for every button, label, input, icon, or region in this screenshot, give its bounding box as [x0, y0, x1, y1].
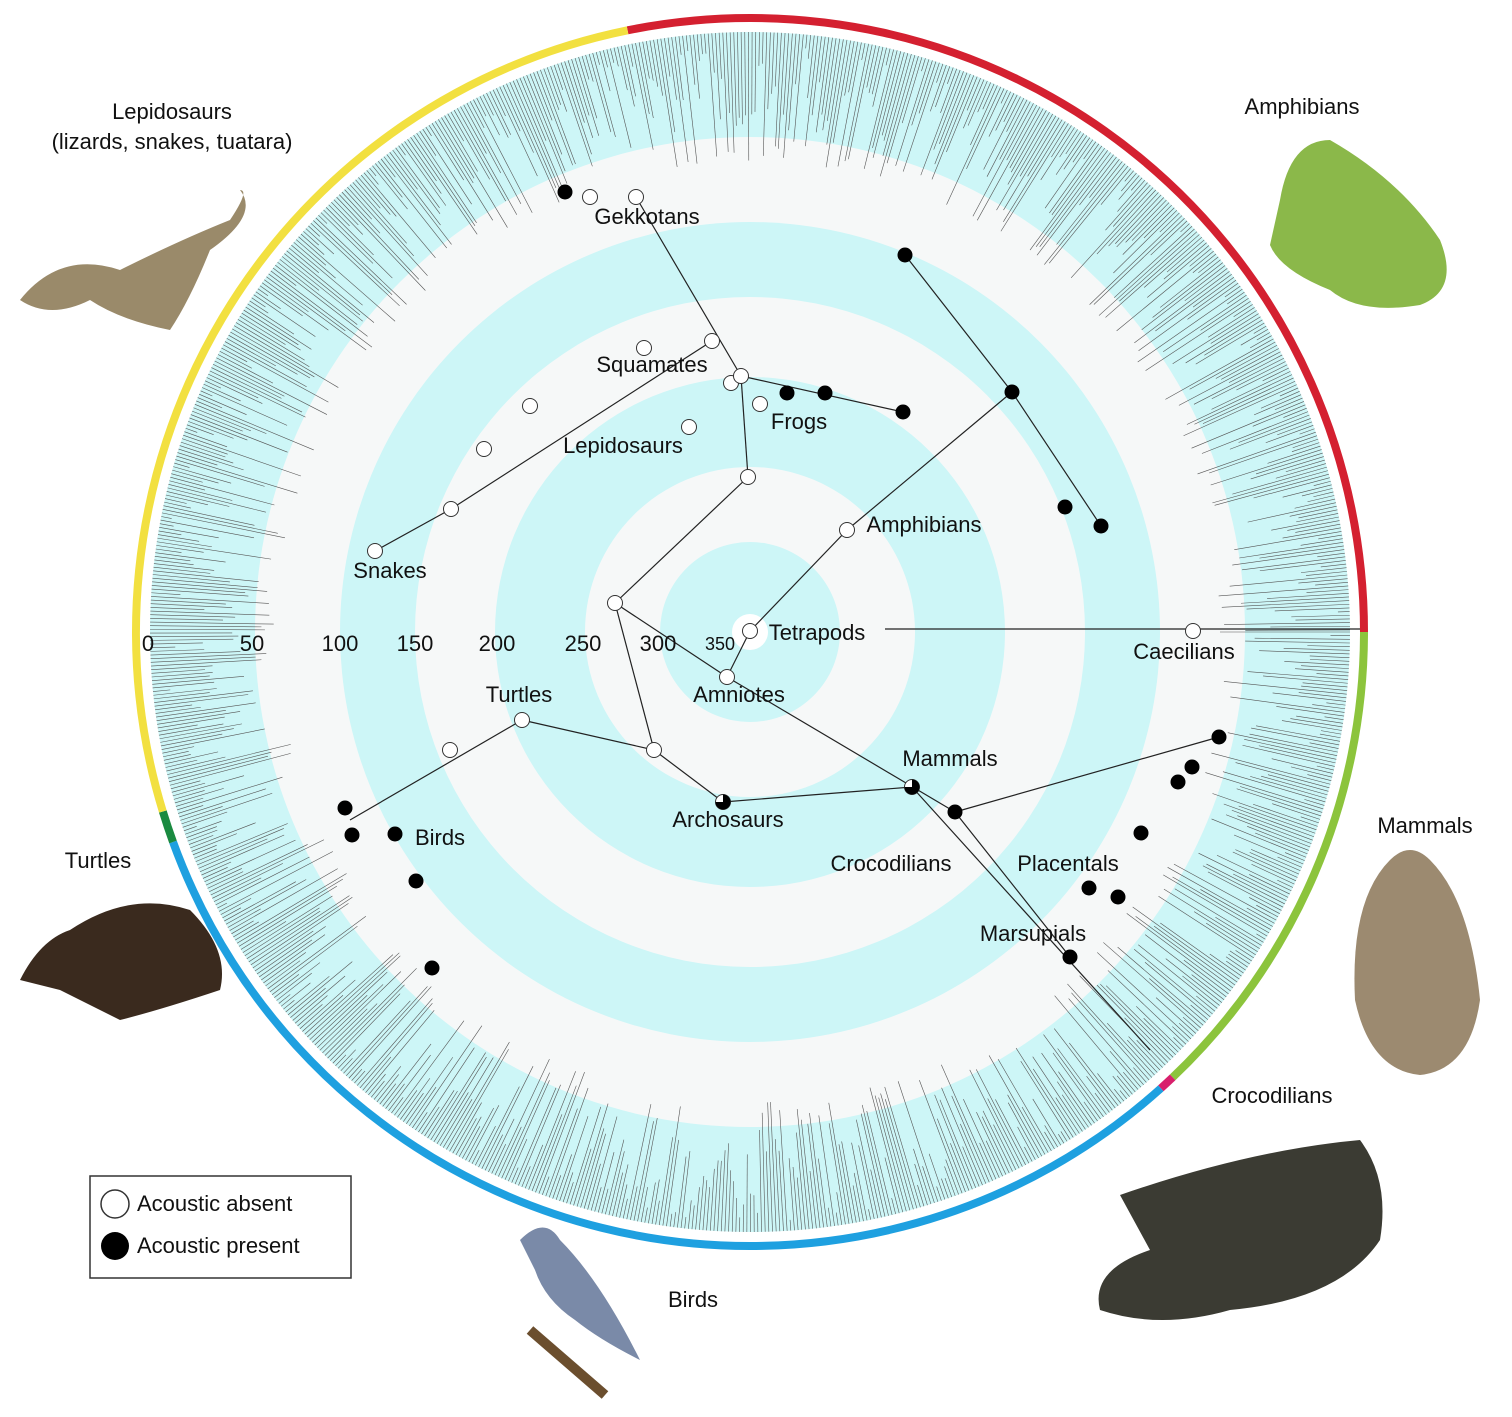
node-present	[338, 801, 353, 816]
node-absent	[368, 544, 383, 559]
node-present	[558, 185, 573, 200]
node-absent	[444, 502, 459, 517]
node-absent	[682, 420, 697, 435]
frog-image	[1270, 140, 1447, 308]
node-absent	[629, 190, 644, 205]
node-present	[948, 805, 963, 820]
group-label: Turtles	[65, 848, 131, 873]
group-label: (lizards, snakes, tuatara)	[52, 129, 293, 154]
node-present	[1063, 950, 1078, 965]
node-present	[780, 386, 795, 401]
time-scale-label: 50	[240, 631, 264, 656]
crocodile-image	[1099, 1140, 1383, 1320]
clade-arc	[1161, 1077, 1173, 1088]
node-present	[1005, 385, 1020, 400]
node-absent	[840, 523, 855, 538]
node-present	[388, 827, 403, 842]
clade-label: Gekkotans	[594, 204, 699, 229]
clade-label: Tetrapods	[769, 620, 866, 645]
turtle-image	[20, 903, 222, 1020]
node-present	[898, 248, 913, 263]
clade-label: Placentals	[1017, 851, 1119, 876]
clade-label: Lepidosaurs	[563, 433, 683, 458]
clade-label: Marsupials	[980, 921, 1086, 946]
legend-label: Acoustic present	[137, 1233, 300, 1258]
node-absent	[647, 743, 662, 758]
node-present	[1212, 730, 1227, 745]
node-present	[1171, 775, 1186, 790]
legend-label: Acoustic absent	[137, 1191, 292, 1216]
node-absent	[705, 334, 720, 349]
node-absent	[477, 442, 492, 457]
clade-label: Turtles	[486, 682, 552, 707]
time-scale-label: 0	[142, 631, 154, 656]
clade-arc	[163, 812, 173, 842]
node-absent	[583, 190, 598, 205]
time-scale-label: 150	[397, 631, 434, 656]
node-present	[1111, 890, 1126, 905]
node-present	[1094, 519, 1109, 534]
clade-label: Amniotes	[693, 682, 785, 707]
node-present	[818, 386, 833, 401]
group-label: Amphibians	[1245, 94, 1360, 119]
node-present	[345, 828, 360, 843]
time-scale-label: 250	[565, 631, 602, 656]
node-absent	[741, 470, 756, 485]
clade-label: Frogs	[771, 409, 827, 434]
node-present	[1134, 826, 1149, 841]
node-present	[425, 961, 440, 976]
legend-present-symbol	[101, 1232, 129, 1260]
node-absent	[743, 624, 758, 639]
node-present	[1058, 500, 1073, 515]
group-label: Lepidosaurs	[112, 99, 232, 124]
clade-label: Birds	[415, 825, 465, 850]
legend: Acoustic absent Acoustic present	[90, 1176, 351, 1278]
time-scale-label: 200	[479, 631, 516, 656]
clade-label: Crocodilians	[830, 851, 951, 876]
node-present	[896, 405, 911, 420]
node-absent	[443, 743, 458, 758]
clade-label: Mammals	[902, 746, 997, 771]
clade-label: Amphibians	[867, 512, 982, 537]
node-absent	[734, 369, 749, 384]
lizard-image	[20, 190, 246, 330]
monkey-image	[1354, 850, 1480, 1075]
node-absent	[1186, 624, 1201, 639]
node-absent	[753, 397, 768, 412]
time-scale-label: 100	[322, 631, 359, 656]
clade-label: Snakes	[353, 558, 426, 583]
branch-perch	[530, 1330, 605, 1395]
legend-absent-symbol	[101, 1190, 129, 1218]
time-scale-label: 300	[640, 631, 677, 656]
node-present	[409, 874, 424, 889]
clade-label: Archosaurs	[672, 807, 783, 832]
clade-label: Caecilians	[1133, 639, 1235, 664]
node-absent	[515, 713, 530, 728]
time-scale-label: 350	[705, 634, 735, 654]
node-present	[1185, 760, 1200, 775]
clade-label: Squamates	[596, 352, 707, 377]
node-absent	[523, 399, 538, 414]
group-label: Crocodilians	[1211, 1083, 1332, 1108]
node-absent	[608, 596, 623, 611]
group-label: Birds	[668, 1287, 718, 1312]
node-present	[1082, 881, 1097, 896]
group-label: Mammals	[1377, 813, 1472, 838]
